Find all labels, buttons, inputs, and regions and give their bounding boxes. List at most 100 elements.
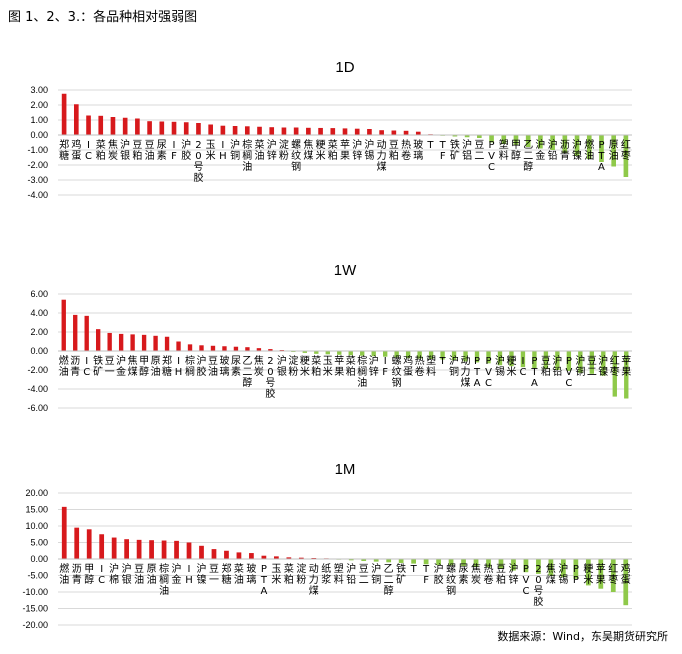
y-tick-label: 2.00 <box>30 327 48 337</box>
bar-13 <box>210 345 216 351</box>
bar-0 <box>61 93 67 135</box>
bar-35 <box>463 351 468 362</box>
category-label: 苹果 <box>340 138 350 162</box>
category-label: 热卷 <box>401 138 411 162</box>
page-title: 图 1、2、3.：各品种相对强弱图 <box>8 10 198 25</box>
category-label: 沥青 <box>72 563 82 586</box>
bar-31 <box>417 351 422 359</box>
bar-0 <box>61 506 67 559</box>
category-label: 纸浆 <box>321 562 331 586</box>
category-label: 菜粕 <box>346 355 356 378</box>
category-label: 动力煤 <box>461 355 471 389</box>
bar-39 <box>538 135 543 149</box>
category-label: 焦炭 <box>254 354 264 378</box>
bar-33 <box>473 559 479 567</box>
category-label: 螺纹钢 <box>291 139 301 173</box>
category-label: 铁矿 <box>396 562 406 586</box>
bar-36 <box>474 351 480 363</box>
category-label: 郑糖 <box>59 138 69 162</box>
bar-26 <box>386 559 392 563</box>
y-tick-label: -10.00 <box>22 587 48 597</box>
y-tick-label: 4.00 <box>30 308 48 318</box>
bar-46 <box>623 135 629 177</box>
category-label: 菜粕 <box>96 139 106 162</box>
bar-23 <box>325 351 330 355</box>
category-label: 棕榈油 <box>357 354 367 389</box>
source-note: 数据来源：Wind，东吴期货研究所 <box>497 630 668 643</box>
bar-25 <box>373 559 379 562</box>
y-tick-label: -2.00 <box>27 160 48 170</box>
category-label: 豆二 <box>474 139 484 162</box>
bar-19 <box>293 127 299 135</box>
bar-21 <box>318 127 323 135</box>
bar-7 <box>149 540 154 559</box>
category-label: 豆油 <box>134 563 144 586</box>
y-tick-label: 15.00 <box>25 505 48 515</box>
category-label: 红枣 <box>608 562 618 586</box>
bar-9 <box>164 336 170 351</box>
category-label: 尿素 <box>459 563 469 586</box>
category-label: 沪锌 <box>369 354 379 378</box>
bar-44 <box>599 135 604 162</box>
y-tick-label: -4.00 <box>27 384 48 394</box>
bar-33 <box>464 135 470 138</box>
category-label: 豆粕 <box>541 355 551 378</box>
category-label: 沥青 <box>560 139 570 162</box>
bar-40 <box>560 559 566 578</box>
bar-6 <box>136 539 142 559</box>
bar-37 <box>523 559 529 573</box>
category-label: 螺纹钢 <box>392 355 402 389</box>
bar-22 <box>330 128 336 135</box>
category-label: 沪铝 <box>462 138 472 162</box>
bar-43 <box>598 559 604 589</box>
category-label: 沪锡 <box>364 138 374 162</box>
chart-title: 1M <box>335 461 356 478</box>
bar-0 <box>61 299 66 351</box>
bar-14 <box>232 126 238 135</box>
y-tick-label: 10.00 <box>25 521 48 531</box>
category-label: 尿素 <box>231 355 241 378</box>
bar-42 <box>543 351 549 370</box>
category-label: 焦煤 <box>128 354 138 378</box>
bar-13 <box>224 550 229 559</box>
category-label: 2 0 号胶 <box>533 564 543 608</box>
bar-17 <box>256 348 262 351</box>
bar-5 <box>118 333 124 351</box>
bar-27 <box>371 351 376 357</box>
chart-title: 1W <box>334 262 357 279</box>
bar-38 <box>525 135 531 147</box>
category-label: 沪锡 <box>495 354 505 378</box>
category-label: 沪金 <box>116 354 126 378</box>
bar-8 <box>159 121 165 135</box>
category-label: 菜油 <box>234 563 244 586</box>
category-label: T <box>439 356 447 367</box>
bar-39 <box>509 351 514 367</box>
category-label: 菜粕 <box>311 355 321 378</box>
category-label: 沪锡 <box>558 562 568 586</box>
bar-43 <box>555 351 560 370</box>
bar-48 <box>612 351 617 397</box>
bar-3 <box>98 115 104 135</box>
bar-41 <box>562 135 568 153</box>
bar-34 <box>486 559 491 568</box>
bar-30 <box>436 559 441 565</box>
category-label: 燃油 <box>59 562 69 586</box>
category-label: 粳米 <box>506 354 516 378</box>
category-label: 豆油 <box>208 355 218 378</box>
category-label: 铁矿 <box>450 138 460 162</box>
category-label: 塑料 <box>499 139 509 162</box>
category-label: 尿素 <box>157 139 167 162</box>
bar-45 <box>623 559 629 606</box>
bar-19 <box>298 557 304 559</box>
category-label: 沪金 <box>535 138 545 162</box>
bar-7 <box>147 121 152 135</box>
category-label: 粳米 <box>316 138 326 162</box>
category-label: 菜粕 <box>328 139 338 162</box>
category-label: 动力煤 <box>377 139 387 173</box>
